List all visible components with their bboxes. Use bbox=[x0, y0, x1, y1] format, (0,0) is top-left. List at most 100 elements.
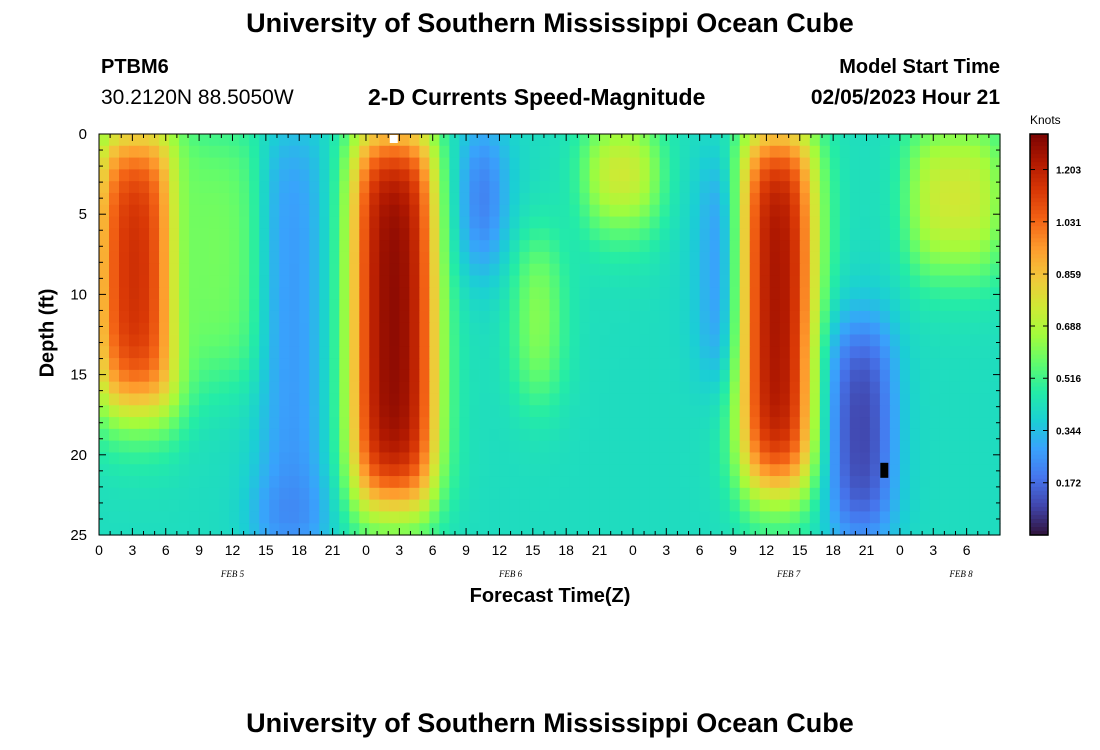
heatmap-cell bbox=[289, 228, 300, 241]
heatmap-cell bbox=[949, 369, 961, 383]
heatmap-cell bbox=[479, 275, 491, 288]
heatmap-cell bbox=[919, 523, 931, 536]
heatmap-cell bbox=[99, 228, 110, 241]
heatmap-cell bbox=[169, 464, 180, 477]
heatmap-cell bbox=[549, 393, 561, 406]
heatmap-cell bbox=[359, 157, 370, 170]
heatmap-cell bbox=[639, 487, 651, 501]
heatmap-cell bbox=[449, 287, 460, 300]
heatmap-cell bbox=[739, 393, 751, 406]
heatmap-cell bbox=[119, 358, 130, 371]
heatmap-cell bbox=[429, 240, 440, 253]
x-axis-label: Forecast Time(Z) bbox=[469, 585, 631, 607]
colorbar-tick-label: 0.516 bbox=[1056, 374, 1081, 385]
heatmap-cell bbox=[889, 251, 901, 265]
heatmap-cell bbox=[639, 169, 651, 182]
heatmap-cell bbox=[579, 452, 591, 465]
heatmap-cell bbox=[159, 134, 170, 147]
heatmap-cell bbox=[159, 204, 170, 218]
heatmap-cell bbox=[99, 334, 110, 347]
heatmap-cell bbox=[809, 428, 821, 442]
heatmap-cell bbox=[479, 299, 491, 312]
heatmap-cell bbox=[829, 251, 841, 265]
heatmap-cell bbox=[339, 523, 350, 536]
heatmap-cell bbox=[229, 381, 240, 395]
heatmap-cell bbox=[599, 169, 611, 182]
heatmap-cell bbox=[239, 240, 250, 253]
heatmap-cell bbox=[959, 310, 971, 324]
heatmap-cell bbox=[549, 157, 561, 170]
heatmap-cell bbox=[679, 322, 691, 336]
heatmap-cell bbox=[559, 523, 571, 536]
heatmap-cell bbox=[249, 310, 260, 324]
heatmap-cell bbox=[99, 134, 110, 147]
heatmap-cell bbox=[469, 476, 481, 489]
colorbar-segment bbox=[1030, 330, 1048, 336]
heatmap-cell bbox=[489, 452, 501, 465]
heatmap-cell bbox=[419, 228, 430, 241]
heatmap-cell bbox=[449, 145, 460, 159]
heatmap-cell bbox=[209, 134, 220, 147]
heatmap-cell bbox=[939, 487, 951, 501]
heatmap-cell bbox=[149, 511, 160, 524]
heatmap-cell bbox=[829, 452, 841, 465]
heatmap-cell bbox=[859, 417, 871, 430]
heatmap-cell bbox=[759, 511, 771, 524]
heatmap-cell bbox=[699, 369, 711, 383]
heatmap-cell bbox=[539, 358, 551, 371]
heatmap-cell bbox=[319, 192, 330, 206]
heatmap-cell bbox=[329, 476, 340, 489]
heatmap-cell bbox=[819, 322, 831, 336]
heatmap-cell bbox=[849, 346, 861, 359]
heatmap-cell bbox=[689, 134, 701, 147]
x-tick-label: 0 bbox=[629, 542, 637, 558]
heatmap-cell bbox=[759, 346, 771, 359]
heatmap-cell bbox=[459, 228, 471, 241]
heatmap-cell bbox=[549, 299, 561, 312]
heatmap-cell bbox=[409, 228, 420, 241]
heatmap-cell bbox=[159, 346, 170, 359]
heatmap-cell bbox=[319, 334, 330, 347]
heatmap-cell bbox=[569, 299, 581, 312]
heatmap-cell bbox=[699, 263, 711, 277]
heatmap-cell bbox=[769, 334, 781, 347]
heatmap-cell bbox=[809, 310, 821, 324]
heatmap-cell bbox=[649, 181, 661, 194]
heatmap-cell bbox=[659, 145, 671, 159]
heatmap-cell bbox=[539, 464, 551, 477]
heatmap-cell bbox=[299, 334, 310, 347]
heatmap-cell bbox=[179, 287, 190, 300]
heatmap-cell bbox=[819, 157, 831, 170]
heatmap-cell bbox=[749, 476, 761, 489]
heatmap-cell bbox=[879, 334, 891, 347]
heatmap-cell bbox=[639, 369, 651, 383]
heatmap-cell bbox=[669, 181, 681, 194]
heatmap-cell bbox=[689, 169, 701, 182]
heatmap-cell bbox=[939, 299, 951, 312]
heatmap-cell bbox=[949, 169, 961, 182]
heatmap-cell bbox=[169, 440, 180, 454]
heatmap-cell bbox=[469, 346, 481, 359]
heatmap-cell bbox=[159, 299, 170, 312]
heatmap-cell bbox=[379, 287, 390, 300]
plot-frame bbox=[98, 133, 1001, 536]
heatmap-cell bbox=[509, 476, 521, 489]
heatmap-cell bbox=[799, 322, 811, 336]
heatmap-cell bbox=[729, 287, 741, 300]
heatmap-cell bbox=[919, 428, 931, 442]
heatmap-cell bbox=[849, 275, 861, 288]
heatmap-cell bbox=[649, 263, 661, 277]
heatmap-cell bbox=[819, 228, 831, 241]
heatmap-cell bbox=[919, 275, 931, 288]
heatmap-cell bbox=[159, 393, 170, 406]
heatmap-cell bbox=[399, 487, 410, 501]
heatmap-cell bbox=[449, 228, 460, 241]
heatmap-cell bbox=[649, 322, 661, 336]
heatmap-cell bbox=[469, 228, 481, 241]
heatmap-cell bbox=[99, 275, 110, 288]
heatmap-cell bbox=[529, 358, 541, 371]
heatmap-cell bbox=[439, 523, 450, 536]
heatmap-cell bbox=[759, 440, 771, 454]
heatmap-cell bbox=[259, 440, 270, 454]
heatmap-cell bbox=[459, 204, 471, 218]
